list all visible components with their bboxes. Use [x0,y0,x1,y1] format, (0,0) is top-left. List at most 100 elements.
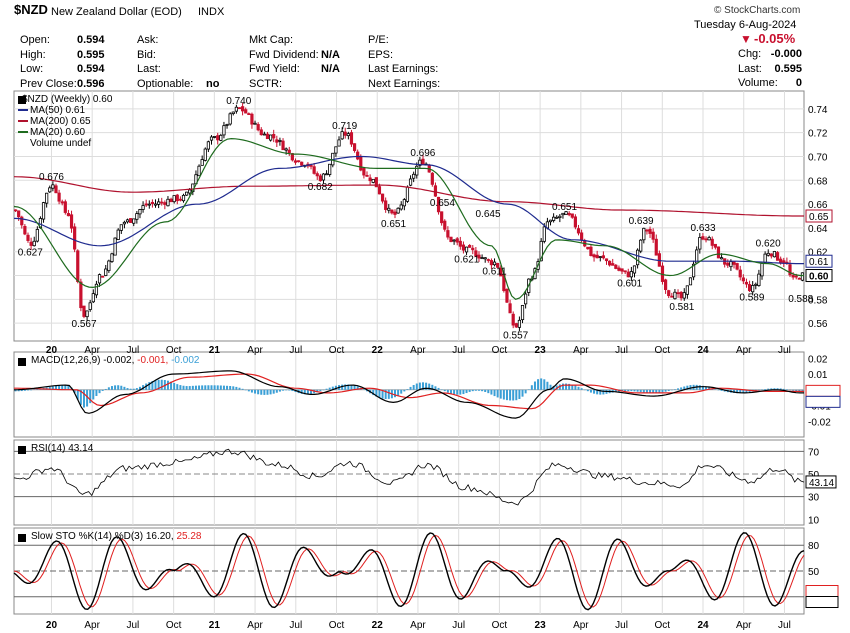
macd-histogram-bar [474,389,477,391]
ma50-legend: MA(50) 0.61 [30,105,86,116]
macd-histogram-bar [114,385,117,390]
candle-body [222,125,226,136]
macd-histogram-bar [254,389,257,394]
macd-histogram-bar [779,388,782,390]
macd-histogram-bar [645,389,648,393]
macd-histogram-bar [720,389,723,391]
right-quote-value: 0 [795,77,802,89]
macd-histogram-bar [543,379,546,390]
candle-body [539,240,543,262]
macd-histogram-bar [767,388,770,390]
x-tick-label: 23 [535,345,547,356]
candle-body [548,219,553,223]
macd-histogram-bar [530,385,533,390]
candle-body [352,143,357,151]
macd-histogram-bar [120,385,123,390]
macd-histogram-bar [204,385,207,390]
candle-body [281,140,285,151]
candle-body [769,253,773,257]
last-value-tag [805,209,833,223]
candle-body [250,113,254,125]
y-tick-label: 0.72 [808,129,828,140]
macd-histogram-bar [182,385,185,390]
candle-body [620,268,624,272]
candle-body [318,175,322,182]
candle-body [486,259,490,261]
price-annotation: 0.639 [629,216,654,227]
macd-histogram-bar [191,385,194,390]
price-swatch [18,96,26,104]
candle-body [595,254,599,259]
candle-body [775,252,780,261]
candle-body [679,291,683,299]
macd-histogram-bar [555,385,558,390]
candle-body [384,200,388,210]
candle-body [698,237,702,250]
candle-body [552,216,556,221]
last-value-text: 0.65 [809,212,829,223]
quote-date: Tuesday 6-Aug-2024 [694,19,797,31]
x-tick-label: 22 [372,620,384,631]
candle-body [73,226,77,250]
candle-body [449,236,453,243]
candle-body [480,257,484,260]
macd-histogram-bar [334,385,337,390]
candle-body [555,216,559,219]
candle-body [772,251,777,258]
y-tick-label: 70 [808,447,820,458]
macd-histogram-bar [129,388,132,390]
candle-body [163,202,167,205]
last-value-text: 0.60 [809,272,829,283]
price-annotation: 0.621 [454,255,479,266]
candle-body [514,323,518,328]
last-value-text: 0.61 [809,257,829,268]
candle-body [418,159,422,166]
y-tick-label: 0.56 [808,319,828,330]
copyright: © StockCharts.com [714,5,801,16]
macd-histogram-bar [257,389,260,395]
candle-body [794,275,798,278]
candle-body [60,201,64,204]
y-tick-label: -0.02 [808,417,831,428]
macd-histogram-bar [387,389,390,399]
macd-histogram-bar [664,389,667,392]
candle-body [710,238,714,246]
macd-histogram-bar [509,389,512,401]
macd-histogram-bar [278,389,281,392]
macd-histogram-bar [742,389,745,393]
macd-histogram-bar [502,389,505,400]
price-annotation: 0.611 [482,266,507,277]
macd-histogram-bar [577,386,580,390]
candle-body [82,305,86,317]
quote-label: Fwd Yield: [249,63,300,75]
macd-histogram-bar [689,385,692,390]
macd-histogram-bar [568,383,571,390]
macd-histogram-bar [260,389,263,395]
quote-value: 0.594 [77,34,105,46]
macd-histogram-bar [471,389,474,392]
macd-histogram-bar [179,385,182,390]
macd-histogram-bar [117,385,120,390]
x-tick-label: 21 [209,345,221,356]
macd-histogram-bar [198,385,201,390]
price-annotation: 0.620 [756,239,781,250]
macd-histogram-bar [418,382,421,390]
candle-body [104,268,108,276]
y-tick-label: 0.68 [808,176,828,187]
candle-body [26,234,30,241]
candle-body [704,238,708,241]
macd-histogram-bar [303,389,306,395]
x-tick-label: Apr [410,345,426,356]
macd-histogram-bar [764,389,767,390]
macd-histogram-bar [596,389,599,395]
candle-body [511,313,515,326]
macd-histogram-bar [166,380,169,390]
x-tick-label: Jul [615,620,628,631]
x-tick-label: Oct [166,620,182,631]
macd-histogram-bar [207,385,210,390]
macd-signal-legend: -0.001, [137,355,169,366]
macd-histogram-bar [801,389,804,392]
candle-body [110,253,114,262]
price-annotation: 0.633 [690,223,715,234]
x-tick-label: Jul [615,345,628,356]
